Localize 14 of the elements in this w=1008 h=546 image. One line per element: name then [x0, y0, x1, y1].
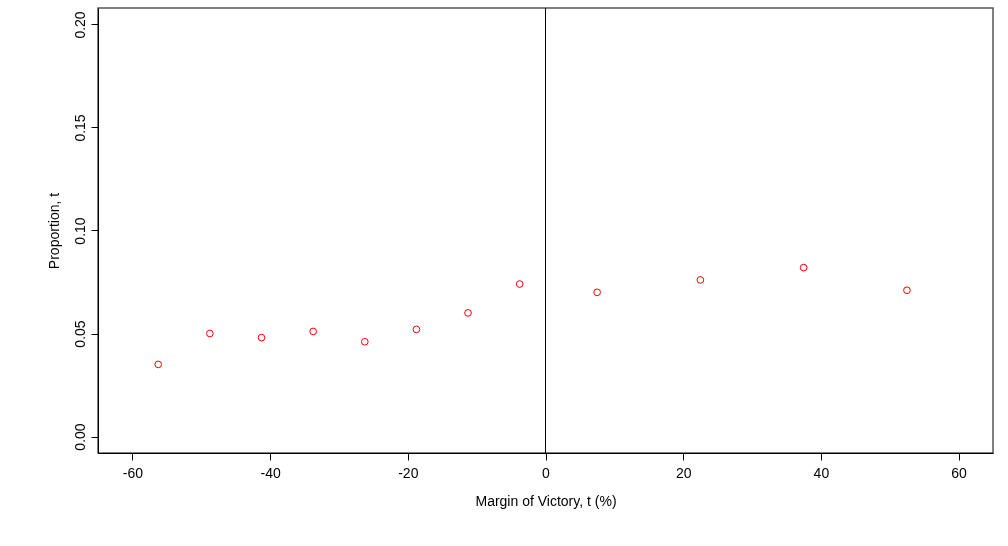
x-tick-label: -60 [122, 464, 144, 481]
y-tick-label: 0.05 [71, 320, 88, 348]
x-tick-label: 60 [951, 464, 968, 481]
x-tick-label: 40 [813, 464, 830, 481]
y-tick-label: 0.10 [71, 217, 88, 245]
y-axis-title: Proportion, t [45, 192, 62, 270]
x-axis-title: Margin of Victory, t (%) [475, 492, 617, 509]
x-tick-label: 20 [675, 464, 692, 481]
x-tick-label: -40 [260, 464, 281, 481]
x-tick-label: -20 [398, 464, 419, 481]
y-tick-label: 0.20 [71, 11, 88, 39]
x-tick-label: 0 [542, 464, 551, 481]
y-tick-label: 0.15 [71, 114, 88, 142]
y-tick-label: 0.00 [71, 423, 88, 451]
